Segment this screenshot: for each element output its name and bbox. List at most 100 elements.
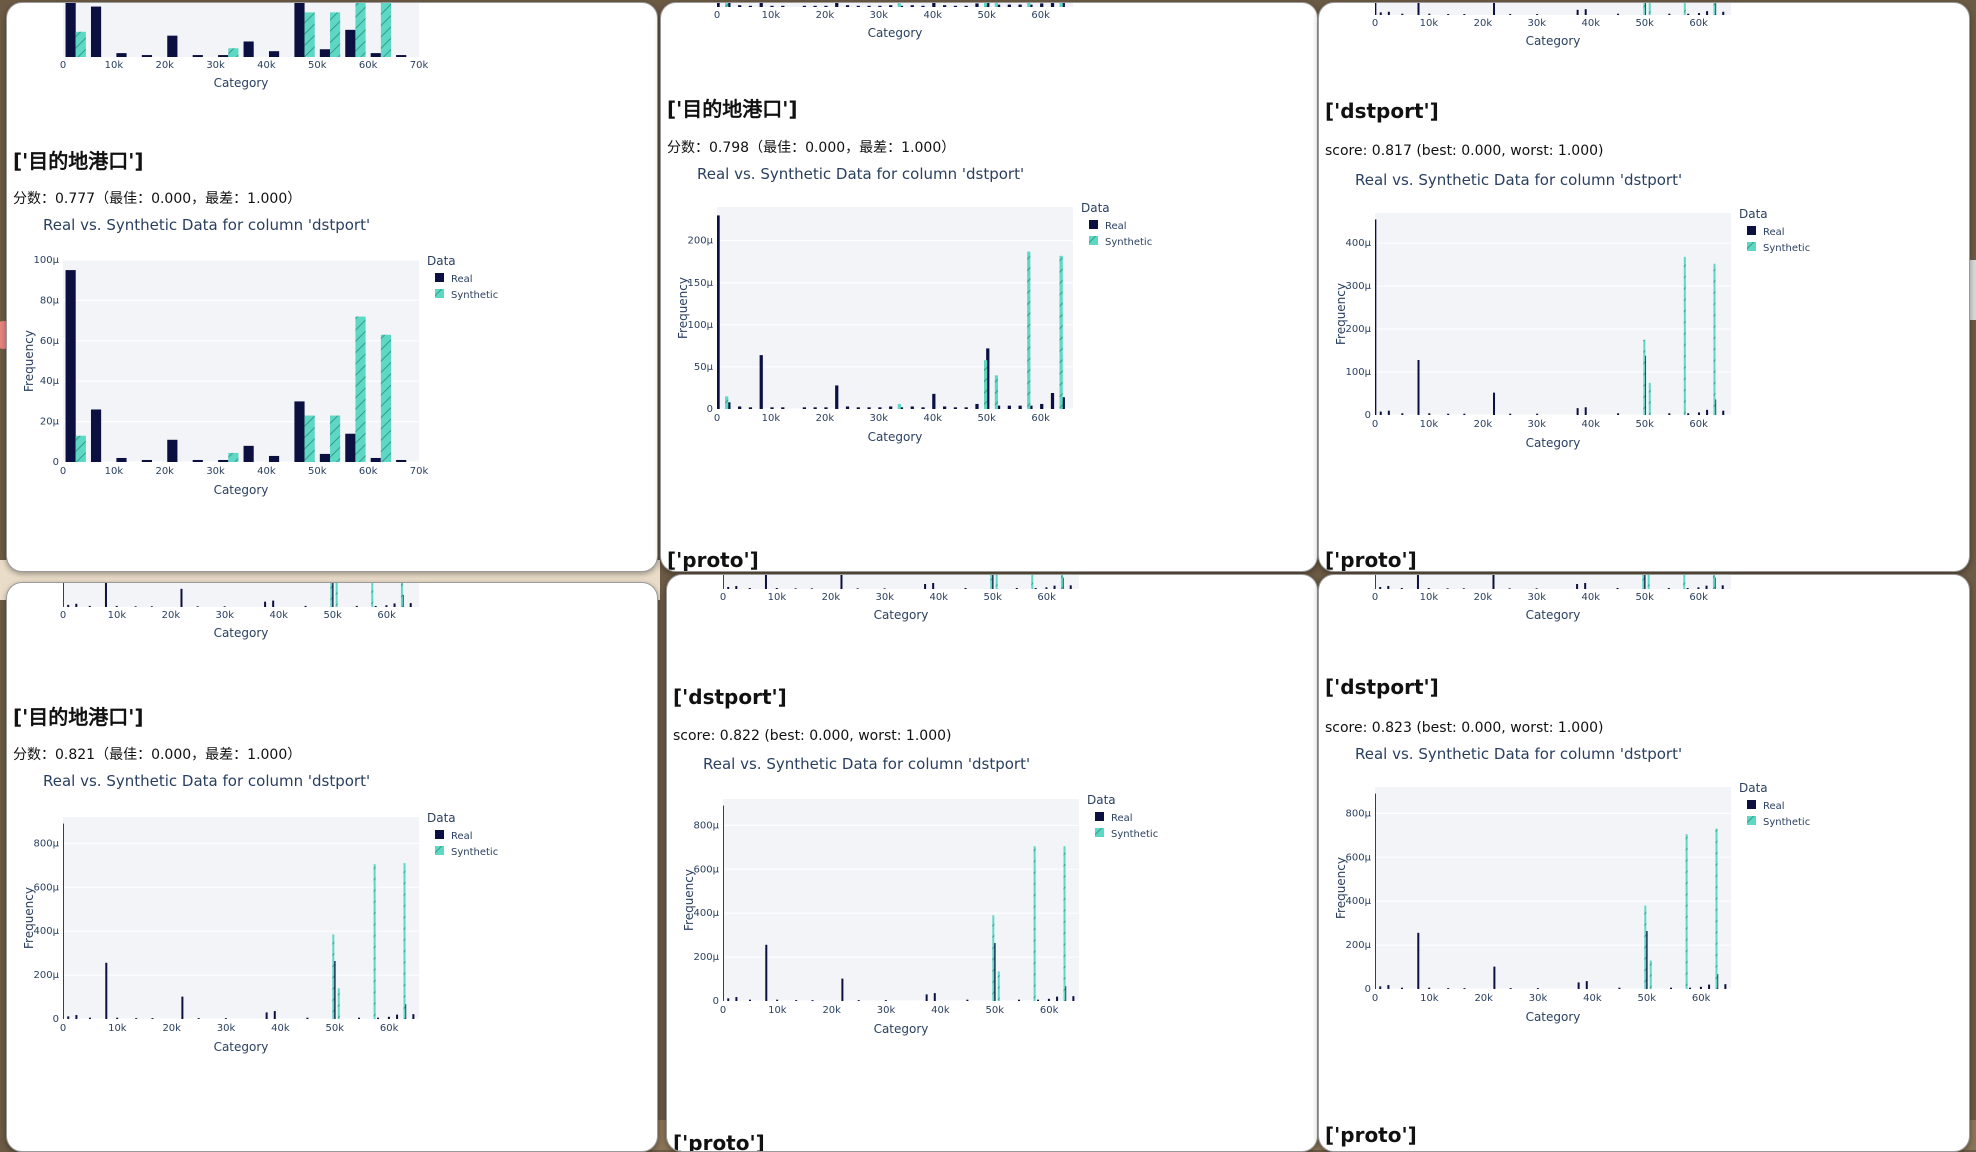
real-bar <box>115 605 118 607</box>
legend-title: Data <box>427 254 456 268</box>
real-bar <box>1018 405 1022 409</box>
real-bar <box>181 996 184 1019</box>
legend-real-swatch <box>435 830 444 839</box>
x-axis-label: Category <box>874 1022 929 1036</box>
real-bar <box>306 1017 309 1019</box>
legend-title: Data <box>1087 793 1116 807</box>
real-bar <box>986 3 990 7</box>
real-bar <box>1387 11 1390 15</box>
real-bar <box>1706 11 1709 15</box>
y-axis-label: Frequency <box>22 887 36 949</box>
real-bar <box>272 600 275 607</box>
real-bar <box>1375 219 1377 415</box>
real-bar <box>727 3 731 7</box>
real-bar <box>1416 575 1419 589</box>
legend-synthetic-swatch <box>435 846 444 855</box>
real-bar <box>975 3 979 7</box>
y-tick-label: 600μ <box>34 882 60 893</box>
legend-real-swatch <box>1747 800 1756 809</box>
real-bar <box>1686 587 1689 589</box>
score-text: 分数：0.821（最佳：0.000，最差：1.000） <box>13 747 302 763</box>
x-axis-label: Category <box>214 1040 269 1054</box>
legend-real-label: Real <box>1105 221 1127 232</box>
real-bar <box>811 1000 814 1001</box>
synthetic-bar <box>1060 575 1063 589</box>
real-bar <box>223 606 226 607</box>
synthetic-bar <box>1031 575 1034 589</box>
y-tick-label: 0 <box>1365 984 1371 995</box>
synthetic-bar <box>1685 834 1688 989</box>
synthetic-bar <box>1713 263 1716 415</box>
real-bar <box>116 1017 119 1019</box>
real-bar <box>67 604 70 607</box>
synthetic-bar <box>330 12 341 57</box>
plot-area <box>1375 787 1731 989</box>
real-bar <box>1536 988 1539 989</box>
x-tick-label: 50k <box>308 466 327 477</box>
real-bar <box>1400 587 1403 589</box>
synthetic-bar <box>228 452 239 462</box>
real-bar <box>1493 3 1496 15</box>
synthetic-bar <box>990 575 993 589</box>
real-bar <box>717 215 720 409</box>
x-tick-label: 40k <box>257 60 276 71</box>
real-bar <box>964 587 967 589</box>
real-bar <box>1379 586 1382 589</box>
real-bar <box>1585 981 1588 989</box>
synthetic-bar <box>1059 255 1063 409</box>
real-bar <box>1050 393 1055 409</box>
real-bar <box>878 5 882 7</box>
column-title: ['dstport'] <box>1325 99 1439 123</box>
real-bar <box>856 588 859 589</box>
x-tick-label: 30k <box>206 60 225 71</box>
synthetic-bar <box>1642 575 1645 589</box>
legend-synthetic-swatch <box>1747 816 1756 825</box>
real-bar <box>1722 11 1725 15</box>
x-tick-label: 0 <box>60 610 66 621</box>
real-bar <box>966 999 969 1001</box>
real-bar <box>1706 409 1709 415</box>
synthetic-bar <box>1643 339 1646 415</box>
synthetic-bar <box>330 415 341 462</box>
real-bar <box>243 445 254 462</box>
synthetic-bar <box>355 3 366 57</box>
chart-caption: Real vs. Synthetic Data for column 'dstp… <box>43 772 371 790</box>
real-bar <box>845 406 850 409</box>
real-bar <box>964 5 968 7</box>
real-bar <box>197 1018 200 1019</box>
real-bar <box>933 993 936 1001</box>
chart-caption: Real vs. Synthetic Data for column 'dstp… <box>43 216 371 234</box>
real-bar <box>1040 3 1044 7</box>
real-bar <box>883 588 886 589</box>
real-bar <box>1576 9 1579 15</box>
y-tick-label: 0 <box>713 996 719 1007</box>
real-bar <box>224 1018 227 1019</box>
y-tick-label: 100μ <box>34 255 60 266</box>
synthetic-bar <box>304 415 315 462</box>
legend-real-swatch <box>1747 226 1756 235</box>
x-tick-label: 60k <box>359 60 378 71</box>
y-tick-label: 80μ <box>40 295 60 306</box>
real-bar <box>764 575 767 589</box>
legend-synthetic-label: Synthetic <box>451 290 498 301</box>
real-bar <box>795 1000 798 1001</box>
real-bar <box>727 402 731 409</box>
x-tick-label: 40k <box>931 1005 950 1016</box>
legend-real-swatch <box>1095 812 1104 821</box>
synthetic-bar <box>1644 905 1647 989</box>
column-title: ['目的地港口'] <box>13 149 144 173</box>
real-bar <box>1643 575 1646 589</box>
y-axis-label: Frequency <box>22 330 36 392</box>
x-tick-label: 10k <box>1420 993 1439 1004</box>
y-tick-label: 600μ <box>1346 852 1372 863</box>
synthetic-bar <box>403 863 406 1019</box>
synthetic-bar <box>1715 828 1718 989</box>
real-bar <box>727 586 730 589</box>
y-tick-label: 800μ <box>694 820 720 831</box>
x-tick-label: 0 <box>60 1023 66 1034</box>
real-bar <box>781 407 785 409</box>
legend-synthetic-swatch <box>1089 236 1098 245</box>
x-axis-label: Category <box>214 483 269 497</box>
synthetic-bar <box>228 48 239 57</box>
x-tick-label: 70k <box>410 466 429 477</box>
